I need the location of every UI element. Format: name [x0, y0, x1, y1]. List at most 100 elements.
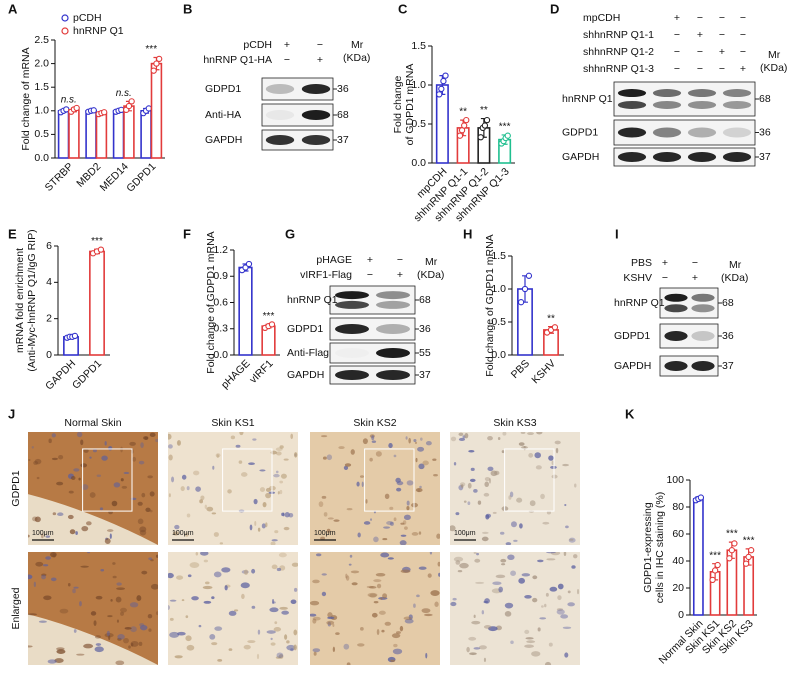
condition-sign: + [697, 29, 703, 41]
panel-letter: I [615, 226, 619, 241]
panel-letter: B [183, 1, 192, 16]
mw-label: 68 [759, 93, 771, 105]
cell [400, 569, 411, 573]
ihc-image: 100μm [450, 432, 580, 545]
cell [433, 473, 438, 477]
y-tick-label: 0 [46, 349, 52, 361]
cell [535, 465, 542, 470]
blot-band [664, 293, 688, 302]
cell [80, 439, 84, 446]
bar [150, 62, 163, 159]
cell [279, 445, 284, 449]
cell [549, 586, 558, 592]
cell [458, 437, 466, 442]
cell [540, 493, 545, 500]
cell [117, 637, 122, 641]
mr-label: (KDa) [721, 272, 748, 284]
cell [28, 645, 33, 648]
y-tick-label: 0.5 [491, 316, 506, 328]
y-axis-label: GDPD1-expressing [642, 502, 654, 593]
cell [270, 541, 276, 545]
cell [492, 581, 502, 586]
cell [312, 618, 317, 624]
cell [322, 456, 327, 460]
cell [508, 495, 512, 500]
cell [504, 611, 512, 617]
y-tick-label: 20 [672, 582, 684, 594]
cell [168, 433, 172, 440]
blot-band [265, 135, 295, 145]
zoom-box [82, 448, 133, 512]
blot-band [376, 370, 410, 380]
cell [124, 627, 132, 630]
cell [475, 581, 485, 584]
mr-label: Mr [425, 256, 438, 268]
cell [277, 491, 280, 495]
cell [473, 647, 481, 650]
cell [69, 529, 76, 535]
blot-band [335, 300, 369, 309]
cell [361, 481, 364, 488]
cell [400, 534, 407, 537]
band-label: GDPD1 [562, 126, 598, 138]
blot-band [376, 348, 410, 358]
cell [389, 521, 394, 526]
cell [211, 642, 218, 646]
scale-bar-label: 100μm [454, 530, 476, 537]
cell [414, 441, 418, 445]
cell [375, 451, 382, 457]
blot-band [376, 324, 410, 334]
cell [169, 599, 177, 602]
mw-label: 36 [419, 323, 431, 335]
legend-label: hnRNP Q1 [73, 25, 124, 37]
cell [81, 484, 89, 490]
cell [274, 530, 279, 534]
bar [692, 498, 704, 616]
cell [399, 540, 407, 545]
cell [276, 567, 282, 572]
data-point [726, 555, 733, 562]
cell [524, 629, 530, 635]
cell [565, 525, 569, 529]
blot-band [617, 127, 647, 138]
cell [136, 595, 142, 602]
blot-band [722, 152, 752, 162]
cell [536, 432, 543, 435]
cell [560, 614, 569, 619]
cell [393, 643, 398, 648]
cell [395, 631, 401, 634]
cell [259, 487, 266, 492]
cell [562, 463, 569, 467]
cell [484, 476, 491, 482]
cell [211, 512, 217, 515]
y-tick-label: 1.0 [34, 105, 49, 117]
cell [187, 574, 192, 578]
cell [534, 452, 541, 459]
cell [195, 486, 201, 492]
cell [501, 450, 505, 454]
cell [310, 613, 317, 617]
blot-band [652, 100, 682, 109]
cell [174, 524, 180, 530]
cell [139, 624, 148, 631]
cell [171, 476, 175, 483]
ihc-image [168, 552, 298, 665]
cell [417, 446, 425, 452]
cell [430, 590, 440, 596]
cell [323, 512, 328, 517]
panel-letter: G [285, 226, 295, 241]
cell [107, 615, 113, 618]
x-tick-label: pHAGE [219, 358, 253, 392]
cell [408, 437, 411, 444]
cell [111, 500, 118, 507]
tissue-layer [28, 494, 158, 545]
y-axis-label: Fold change of GDPD1 mRNA [205, 231, 217, 373]
cell [265, 522, 268, 528]
cell [366, 585, 374, 589]
cell [569, 538, 574, 541]
blot-frame [329, 285, 416, 315]
cell [502, 432, 507, 436]
cell [450, 525, 456, 532]
cell [574, 483, 577, 488]
cell [189, 562, 200, 569]
